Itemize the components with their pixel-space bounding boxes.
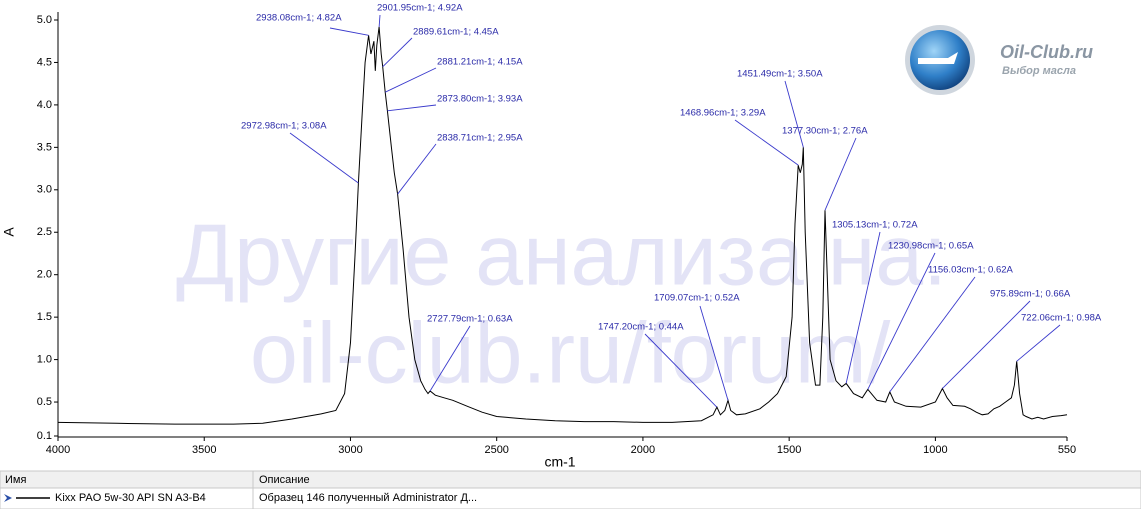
- x-tick-label: 4000: [46, 444, 70, 456]
- y-tick-label: 1.5: [37, 311, 52, 323]
- annotation-leader: [387, 104, 437, 112]
- row-arrow: [4, 494, 12, 502]
- annotation-label: 2972.98cm-1; 3.08A: [241, 121, 327, 132]
- annotation-leader: [397, 143, 437, 195]
- annotation-leader: [289, 132, 359, 184]
- annotation-label: 2881.21cm-1; 4.15A: [437, 57, 523, 68]
- spectrum-line: [57, 26, 1068, 425]
- annotation-label: 2901.95cm-1; 4.92A: [377, 3, 463, 14]
- annotation-label: 975.89cm-1; 0.66A: [990, 289, 1071, 300]
- watermark-line-1: Другие анализа на:: [176, 208, 947, 304]
- y-axis-label: A: [1, 227, 17, 237]
- table-header-description: Описание: [259, 474, 310, 486]
- annotation-label: 2889.61cm-1; 4.45A: [413, 27, 499, 38]
- plot: 0.1 0.5 1.0 1.5 2.0 2.5 3.0 3.5 4.0 4.5 5.0 4000 350…: [37, 3, 1102, 456]
- annotation-label: 2838.71cm-1; 2.95A: [437, 133, 523, 144]
- watermark-line-2: oil-club.ru/forum/: [250, 306, 891, 402]
- x-tick-label: 550: [1058, 444, 1076, 456]
- x-axis-label: cm-1: [544, 454, 575, 470]
- annotation-label: 2727.79cm-1; 0.63A: [427, 314, 513, 325]
- x-tick-label: 1500: [777, 444, 801, 456]
- table-header: [0, 470, 1141, 489]
- annotation-leader: [385, 67, 437, 93]
- annotation-label: 1468.96cm-1; 3.29A: [680, 108, 766, 119]
- annotation-leader: [1016, 324, 1061, 362]
- annotation-label: 1377.30cm-1; 2.76A: [782, 126, 868, 137]
- annotation-leader: [845, 231, 881, 384]
- y-tick-label: 5.0: [37, 14, 52, 26]
- y-tick-label: 0.5: [37, 396, 52, 408]
- y-tick-label: 2.0: [37, 269, 52, 281]
- annotation-label: 722.06cm-1; 0.98A: [1021, 313, 1102, 324]
- row-description[interactable]: Образец 146 полученный Administrator Д..…: [259, 492, 477, 504]
- annotation-leader: [867, 252, 936, 390]
- annotation-label: 1230.98cm-1; 0.65A: [888, 241, 974, 252]
- annotation-leader: [699, 305, 729, 401]
- logo-subtitle: Выбор масла: [1002, 65, 1076, 77]
- annotation-label: 1305.13cm-1; 0.72A: [832, 220, 918, 231]
- logo-title: Oil-Club.ru: [1000, 42, 1093, 62]
- x-tick-label: 1000: [923, 444, 947, 456]
- annotation-label: 1747.20cm-1; 0.44A: [598, 322, 684, 333]
- table-header-name: Имя: [5, 474, 26, 486]
- annotation-leader: [942, 300, 1031, 389]
- logo: Oil-Club.ru Выбор масла: [905, 25, 1093, 95]
- y-tick-label: 2.5: [37, 226, 52, 238]
- x-tick-label: 3000: [338, 444, 362, 456]
- annotation-leader: [378, 14, 381, 27]
- x-tick-label: 2500: [484, 444, 508, 456]
- x-tick-label: 2000: [631, 444, 655, 456]
- annotation-leader: [824, 137, 857, 211]
- annotation-leader: [329, 27, 369, 36]
- annotation-label: 2938.08cm-1; 4.82A: [256, 13, 342, 24]
- row-name[interactable]: Kixx PAO 5w-30 API SN A3-B4: [55, 492, 206, 504]
- y-tick-label: 4.0: [37, 99, 52, 111]
- y-tick-label: 3.5: [37, 141, 52, 153]
- logo-oilcan: [918, 52, 958, 64]
- annotation-label: 1451.49cm-1; 3.50A: [737, 69, 823, 80]
- annotation-leader: [429, 325, 471, 392]
- annotation-leader: [784, 80, 804, 148]
- x-tick-label: 3500: [192, 444, 216, 456]
- annotation-label: 2873.80cm-1; 3.93A: [437, 94, 523, 105]
- annotation-label: 1709.07cm-1; 0.52A: [654, 293, 740, 304]
- annotation-leader: [889, 276, 976, 393]
- y-tick-label: 0.1: [37, 430, 52, 442]
- annotation-leader: [734, 119, 799, 166]
- annotation-leader: [644, 333, 718, 408]
- legend-table: Имя Описание Kixx PAO 5w-30 API SN A3-B4…: [0, 470, 1141, 509]
- annotation-leader: [382, 37, 413, 68]
- y-tick-label: 1.0: [37, 353, 52, 365]
- annotation-label: 1156.03cm-1; 0.62A: [928, 265, 1014, 276]
- y-tick-label: 4.5: [37, 56, 52, 68]
- y-tick-label: 3.0: [37, 184, 52, 196]
